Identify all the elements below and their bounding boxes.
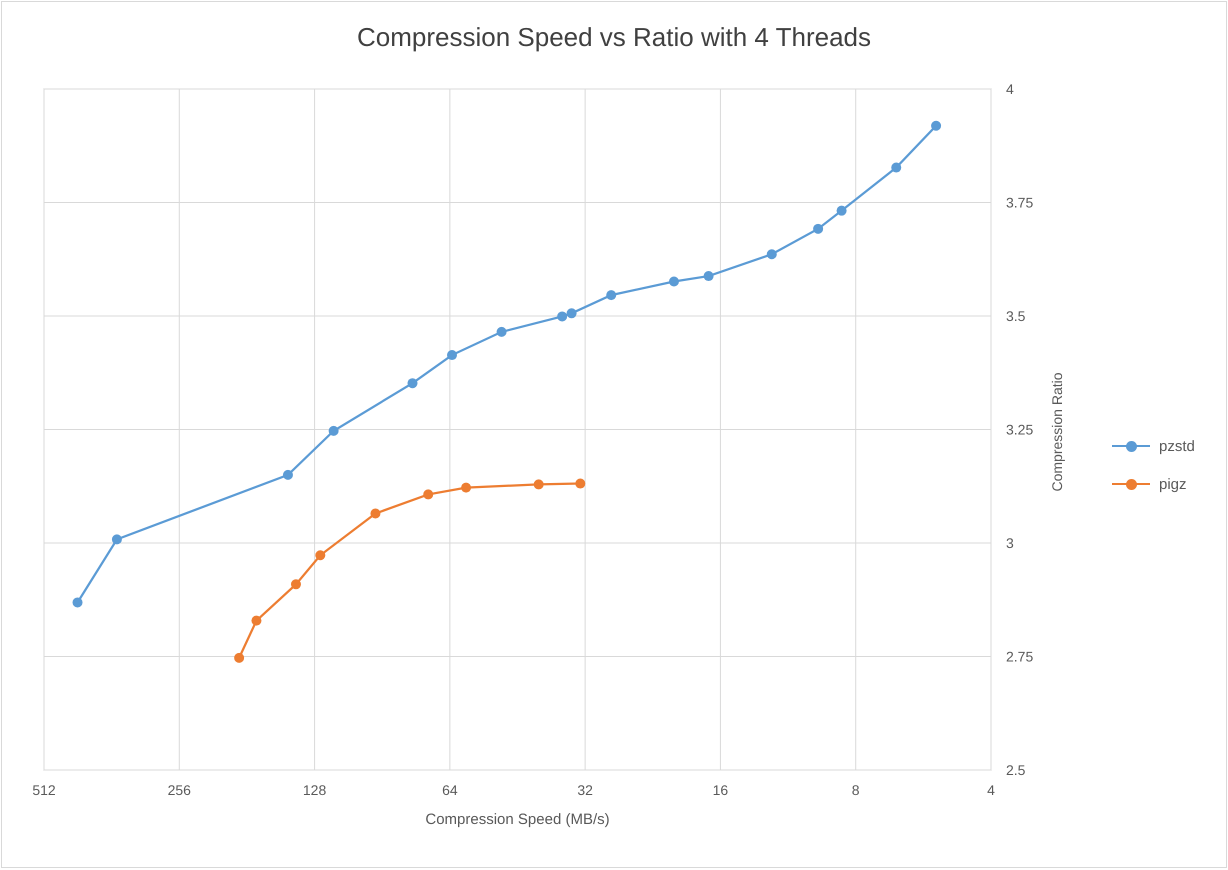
svg-text:2.75: 2.75 [1006,649,1033,665]
svg-text:3.75: 3.75 [1006,195,1033,211]
svg-text:2.5: 2.5 [1006,762,1026,778]
svg-text:64: 64 [442,782,458,798]
svg-text:3.25: 3.25 [1006,422,1033,438]
svg-text:8: 8 [852,782,860,798]
svg-text:32: 32 [577,782,593,798]
svg-text:4: 4 [987,782,995,798]
svg-text:256: 256 [168,782,192,798]
svg-text:4: 4 [1006,81,1014,97]
svg-text:3: 3 [1006,535,1014,551]
svg-text:16: 16 [713,782,729,798]
svg-text:128: 128 [303,782,327,798]
svg-text:3.5: 3.5 [1006,308,1026,324]
svg-text:512: 512 [32,782,56,798]
svg-text:Compression Ratio: Compression Ratio [1049,372,1065,491]
